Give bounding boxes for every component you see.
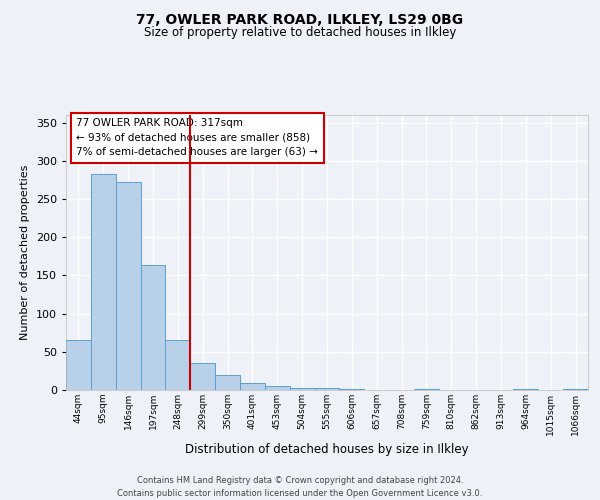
Bar <box>290 388 314 390</box>
Bar <box>140 266 166 390</box>
Bar <box>240 383 265 390</box>
Bar <box>340 389 364 390</box>
Bar <box>91 174 116 390</box>
Y-axis label: Number of detached properties: Number of detached properties <box>20 165 30 340</box>
Bar <box>563 389 588 390</box>
Bar <box>66 340 91 390</box>
Bar <box>166 340 190 390</box>
Bar <box>514 389 538 390</box>
Bar <box>116 182 140 390</box>
Text: 77, OWLER PARK ROAD, ILKLEY, LS29 0BG: 77, OWLER PARK ROAD, ILKLEY, LS29 0BG <box>136 12 464 26</box>
Bar <box>265 386 290 390</box>
Bar <box>314 388 340 390</box>
Bar <box>215 376 240 390</box>
Text: Size of property relative to detached houses in Ilkley: Size of property relative to detached ho… <box>144 26 456 39</box>
Bar <box>190 364 215 390</box>
Text: Contains HM Land Registry data © Crown copyright and database right 2024.
Contai: Contains HM Land Registry data © Crown c… <box>118 476 482 498</box>
Bar <box>414 389 439 390</box>
Text: 77 OWLER PARK ROAD: 317sqm
← 93% of detached houses are smaller (858)
7% of semi: 77 OWLER PARK ROAD: 317sqm ← 93% of deta… <box>76 118 319 158</box>
X-axis label: Distribution of detached houses by size in Ilkley: Distribution of detached houses by size … <box>185 443 469 456</box>
